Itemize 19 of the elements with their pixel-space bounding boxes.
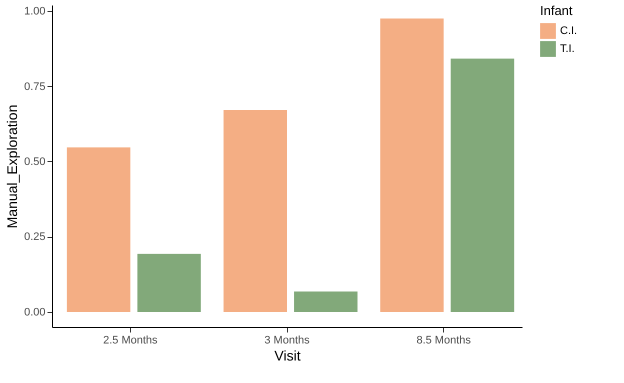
x-tick-label: 3 Months — [264, 334, 310, 346]
bar — [380, 18, 444, 312]
x-tick-label: 2.5 Months — [103, 334, 158, 346]
y-tick-label: 0.50 — [24, 156, 46, 168]
bar — [137, 254, 201, 312]
x-tick-label: 8.5 Months — [416, 334, 472, 346]
y-tick-label: 0.00 — [24, 306, 46, 318]
y-tick-label: 0.75 — [24, 80, 46, 93]
bar — [294, 291, 358, 312]
legend-label: T.I. — [560, 43, 575, 55]
legend-title: Infant — [540, 3, 573, 18]
y-axis-title: Manual_Exploration — [4, 104, 20, 228]
bar — [224, 110, 287, 312]
bar — [450, 58, 514, 312]
x-axis-title: Visit — [274, 348, 301, 364]
bar — [66, 147, 130, 312]
legend-label: C.I. — [560, 25, 578, 37]
y-tick-label: 0.25 — [24, 231, 46, 244]
y-tick-label: 1.00 — [24, 6, 46, 18]
